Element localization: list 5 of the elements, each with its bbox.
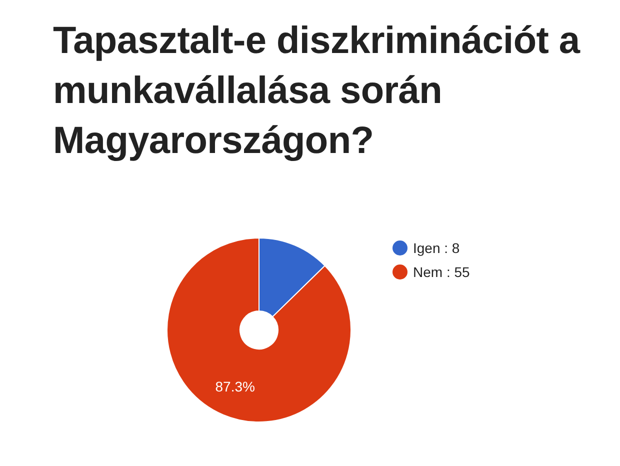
donut-slice [166,238,352,422]
data-label: 87.3% [215,378,255,395]
chart-title: Tapasztalt-e diszkriminációt a munkavállalása során Magyarországon? [53,19,582,164]
legend-label: Igen : 8 [413,240,460,256]
legend-label: Nem : 55 [413,264,470,280]
